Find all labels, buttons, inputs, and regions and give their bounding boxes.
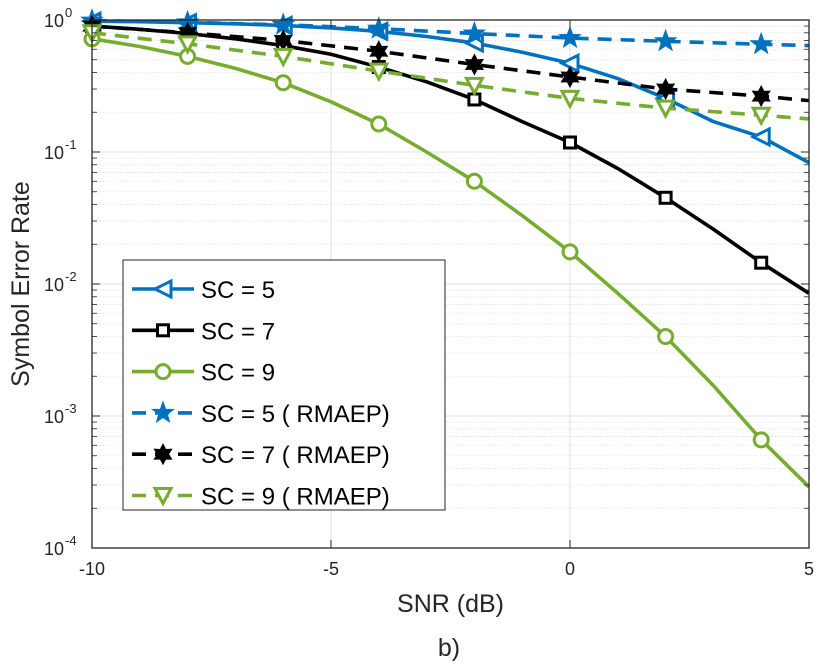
legend-marker <box>153 443 173 466</box>
data-point-marker <box>271 12 296 35</box>
y-tick-exponent: -3 <box>65 401 77 416</box>
data-point-marker <box>559 89 581 110</box>
data-point-marker <box>561 243 579 261</box>
y-tick-exponent: -1 <box>65 137 77 152</box>
legend-label: SC = 9 <box>201 360 275 387</box>
y-tick-label: 10 <box>44 11 64 31</box>
figure-caption: b) <box>438 634 460 662</box>
x-tick-label: -5 <box>323 559 339 579</box>
data-point-marker <box>653 28 678 52</box>
data-point-marker <box>749 126 771 148</box>
axis-ticks <box>91 19 810 549</box>
legend-marker <box>152 487 174 507</box>
data-point-marker <box>368 62 390 83</box>
legend-marker <box>156 323 170 338</box>
y-tick-label: 10 <box>44 539 64 559</box>
series-layer <box>80 8 811 489</box>
series-line <box>91 37 811 489</box>
data-point-marker <box>463 76 485 97</box>
data-point-marker <box>657 328 675 346</box>
legend-label: SC = 7 ( RMAEP) <box>201 442 390 469</box>
legend-label: SC = 9 ( RMAEP) <box>201 484 390 511</box>
x-tick-labels: -10 -5 0 5 <box>79 559 814 579</box>
series-3 <box>83 30 811 489</box>
data-point-marker <box>749 31 774 55</box>
y-tick-exponent: 0 <box>65 5 72 20</box>
y-tick-label: 10 <box>44 407 64 427</box>
data-point-marker <box>366 16 391 39</box>
series-line <box>91 18 810 48</box>
y-tick-label: 10 <box>44 143 64 163</box>
x-axis-label: SNR (dB) <box>397 590 504 618</box>
legend-label: SC = 7 <box>201 318 275 345</box>
x-tick-label: 5 <box>804 559 814 579</box>
data-point-marker <box>370 115 388 133</box>
legend-marker <box>151 400 175 423</box>
series-4 <box>80 8 810 55</box>
data-point-marker <box>560 65 580 89</box>
legend-label: SC = 5 ( RMAEP) <box>201 401 390 428</box>
legend: SC = 5 SC = 7 SC = 9 SC = 5 ( RMAEP) SC = 7 … <box>122 259 446 511</box>
legend-box <box>122 259 446 511</box>
data-point-marker <box>177 35 199 56</box>
data-point-marker <box>750 106 772 127</box>
series-line <box>91 31 810 121</box>
x-tick-label: -10 <box>79 559 105 579</box>
y-tick-label: 10 <box>44 275 64 295</box>
legend-marker <box>151 278 173 300</box>
data-point-marker <box>462 21 487 44</box>
data-point-marker <box>754 255 769 270</box>
y-axis-label: Symbol Error Rate <box>7 181 35 387</box>
data-point-marker <box>752 431 770 449</box>
data-point-marker <box>272 47 294 68</box>
data-point-marker <box>656 77 676 101</box>
data-point-marker <box>558 25 582 49</box>
y-tick-exponent: -2 <box>65 269 77 284</box>
x-tick-label: 0 <box>565 559 575 579</box>
data-point-marker <box>658 190 673 205</box>
series-line <box>91 24 810 103</box>
legend-marker <box>154 363 172 381</box>
legend-label: SC = 5 <box>201 277 275 304</box>
data-point-marker <box>464 53 484 76</box>
data-point-marker <box>751 85 771 108</box>
data-point-marker <box>563 135 577 150</box>
data-point-marker <box>655 99 677 120</box>
data-point-marker <box>369 40 389 63</box>
y-tick-exponent: -4 <box>65 533 77 548</box>
data-point-marker <box>465 172 483 190</box>
data-point-marker <box>274 74 292 92</box>
